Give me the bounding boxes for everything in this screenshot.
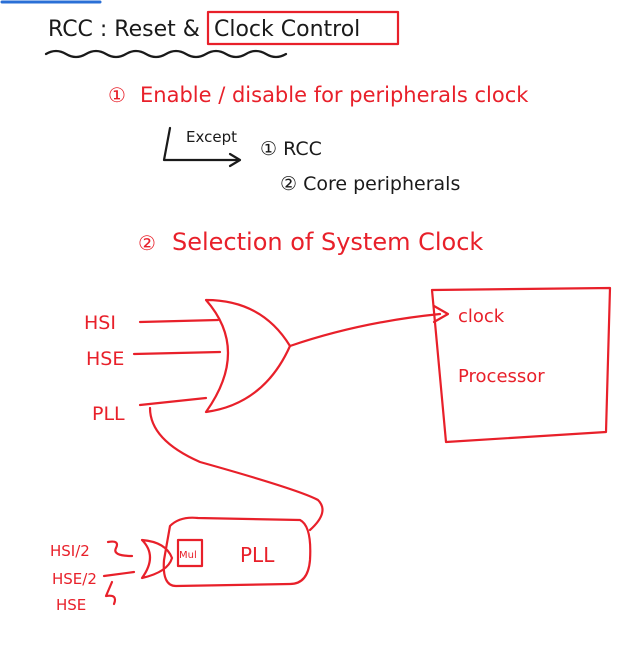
mux-inputs: HSI HSE PLL [84,312,222,425]
point-one-number: ① [108,83,126,107]
processor-clock-label: clock [458,306,505,327]
pll-input-hsi-half: HSI/2 [50,542,90,560]
pll-block-name: PLL [240,543,275,567]
pll-input-line-hse [104,580,117,606]
pll-feedback-curve [148,406,324,532]
pll-input-line-hse-half [102,570,136,578]
title-underline [44,49,288,59]
pll-input-line-hsi-half [106,540,134,558]
clock-input-arrow [432,304,450,324]
pll-input-hse: HSE [56,596,86,614]
point-two-number: ② [138,231,156,255]
exception-item-core-peripherals: ② Core peripherals [280,173,460,195]
pll-input-mux [140,538,174,580]
input-label-pll: PLL [92,403,125,425]
input-line-pll [138,396,208,407]
input-label-hse: HSE [86,348,124,370]
except-arrow [162,126,240,162]
clock-mux-shape [204,298,292,414]
title-prefix: RCC : Reset & [48,17,200,42]
input-line-hsi [138,318,220,324]
pll-inputs: HSI/2 HSE/2 HSE [50,540,136,614]
title-highlight-box [206,10,400,46]
input-label-hsi: HSI [84,312,116,334]
processor-block: clock Processor [430,286,612,444]
except-label: Except [186,128,237,146]
point-two: ② Selection of System Clock [138,228,483,256]
title-boxed-text: Clock Control [214,17,360,42]
multiplier-box [176,538,204,568]
pll-box [162,516,312,588]
point-two-text: Selection of System Clock [172,228,483,256]
multiplier-label: Mul [179,550,197,561]
point-one-text: Enable / disable for peripherals clock [140,83,529,107]
input-line-hse [132,350,222,356]
except-section: Except ① RCC ② Core peripherals [162,126,460,195]
exception-item-rcc: ① RCC [260,138,322,160]
point-one: ① Enable / disable for peripherals clock [108,83,529,107]
page-title: RCC : Reset & Clock Control [44,10,400,59]
processor-name: Processor [458,366,545,387]
pll-input-hse-half: HSE/2 [52,570,97,588]
mux-output-line [288,312,442,348]
processor-box [430,286,612,444]
except-arrow-head [228,152,242,168]
pll-block: Mul PLL [140,516,312,588]
